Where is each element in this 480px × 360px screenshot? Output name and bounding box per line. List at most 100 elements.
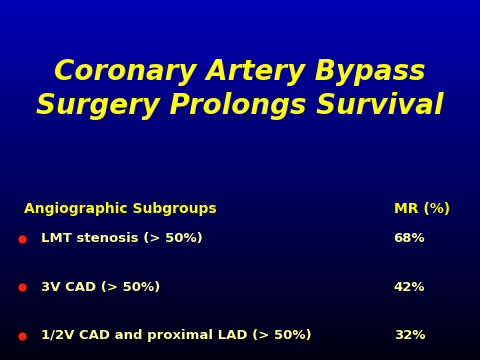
Bar [0,311,480,313]
Bar [0,288,480,290]
Text: Coronary Artery Bypass
Surgery Prolongs Survival: Coronary Artery Bypass Surgery Prolongs … [36,58,444,120]
Bar [0,297,480,299]
Bar [0,151,480,153]
Text: 3V CAD (> 50%): 3V CAD (> 50%) [41,281,160,294]
Bar [0,275,480,277]
Bar [0,113,480,115]
Bar [0,281,480,283]
Bar [0,41,480,43]
Bar [0,342,480,344]
Bar [0,175,480,176]
Bar [0,65,480,67]
Text: Angiographic Subgroups: Angiographic Subgroups [24,202,216,216]
Bar [0,14,480,16]
Bar [0,356,480,358]
Bar [0,272,480,274]
Bar [0,131,480,133]
Bar [0,355,480,356]
Bar [0,106,480,108]
Bar [0,99,480,101]
Bar [0,56,480,58]
Bar [0,63,480,65]
Bar [0,196,480,198]
Bar [0,333,480,335]
Bar [0,92,480,94]
Bar [0,265,480,266]
Bar [0,81,480,83]
Bar [0,261,480,263]
Bar [0,182,480,184]
Bar [0,256,480,257]
Bar [0,166,480,167]
Bar [0,50,480,52]
Bar [0,173,480,175]
Bar [0,103,480,104]
Bar [0,153,480,155]
Bar [0,259,480,261]
Bar [0,160,480,162]
Bar [0,110,480,112]
Bar [0,77,480,79]
Bar [0,149,480,151]
Bar [0,187,480,189]
Bar [0,122,480,124]
Bar [0,104,480,106]
Bar [0,67,480,68]
Bar [0,61,480,63]
Bar [0,112,480,113]
Bar [0,283,480,284]
Bar [0,349,480,351]
Bar [0,202,480,203]
Bar [0,313,480,315]
Bar [0,11,480,13]
Bar [0,266,480,268]
Bar [0,169,480,171]
Bar [0,241,480,243]
Bar [0,49,480,50]
Bar [0,232,480,234]
Bar [0,252,480,254]
Bar [0,4,480,5]
Bar [0,124,480,126]
Bar [0,86,480,88]
Bar [0,47,480,49]
Bar [0,18,480,20]
Bar [0,83,480,85]
Bar [0,198,480,200]
Bar [0,180,480,182]
Bar [0,301,480,302]
Bar [0,304,480,306]
Bar [0,23,480,25]
Bar [0,74,480,76]
Bar [0,36,480,38]
Bar [0,13,480,14]
Bar [0,238,480,239]
Bar [0,347,480,349]
Bar [0,34,480,36]
Bar [0,205,480,207]
Bar [0,185,480,187]
Bar [0,324,480,326]
Bar [0,155,480,157]
Bar [0,59,480,61]
Bar [0,353,480,355]
Bar [0,337,480,338]
Bar [0,320,480,322]
Bar [0,45,480,47]
Bar [0,220,480,221]
Bar [0,119,480,121]
Bar [0,299,480,301]
Bar [0,223,480,225]
Bar [0,326,480,328]
Bar [0,268,480,270]
Bar [0,167,480,169]
Bar [0,158,480,160]
Bar [0,306,480,308]
Bar [0,344,480,346]
Bar [0,308,480,310]
Bar [0,94,480,95]
Bar [0,329,480,331]
Text: 1/2V CAD and proximal LAD (> 50%): 1/2V CAD and proximal LAD (> 50%) [41,329,312,342]
Bar [0,139,480,140]
Bar [0,340,480,342]
